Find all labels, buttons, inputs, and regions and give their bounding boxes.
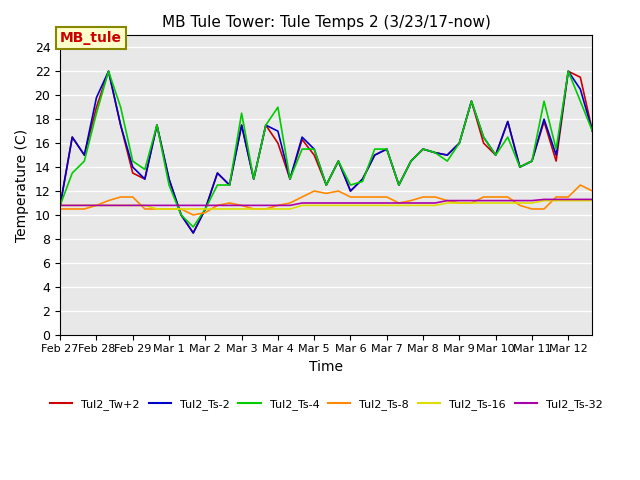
Legend: Tul2_Tw+2, Tul2_Ts-2, Tul2_Ts-4, Tul2_Ts-8, Tul2_Ts-16, Tul2_Ts-32: Tul2_Tw+2, Tul2_Ts-2, Tul2_Ts-4, Tul2_Ts… — [45, 394, 607, 414]
Y-axis label: Temperature (C): Temperature (C) — [15, 129, 29, 241]
X-axis label: Time: Time — [309, 360, 343, 374]
Title: MB Tule Tower: Tule Temps 2 (3/23/17-now): MB Tule Tower: Tule Temps 2 (3/23/17-now… — [162, 15, 491, 30]
Text: MB_tule: MB_tule — [60, 31, 122, 45]
